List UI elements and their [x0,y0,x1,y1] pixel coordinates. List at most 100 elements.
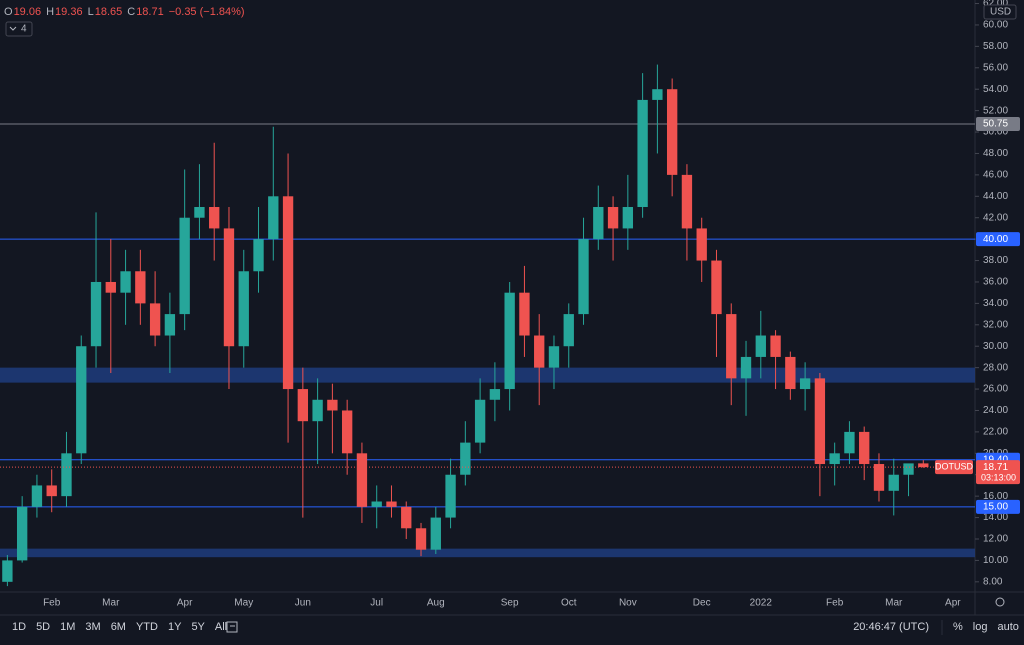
candle-body [209,207,220,229]
range-button[interactable]: 1D [12,621,26,633]
level-badge [976,499,1020,514]
candle-body [888,474,899,491]
x-tick-label: Apr [177,598,193,609]
level-badge [976,232,1020,247]
candle-body [90,281,102,347]
candle-body [504,292,515,390]
currency: USD [990,7,1011,18]
candle-body [194,207,205,218]
y-tick-label: 36.00 [983,277,1008,288]
y-tick-label: 52.00 [983,105,1008,116]
x-tick-label: Dec [693,598,711,609]
chevron-icon [9,26,17,31]
candle-body [135,271,146,304]
price-label: 18.71 [983,462,1008,473]
y-tick-label: 58.00 [983,41,1008,52]
level-label: 40.00 [983,234,1008,245]
level-badge [976,117,1020,132]
x-tick-label: Oct [561,598,577,609]
change: −0.35 (−1.84%) [169,6,245,18]
y-tick-label: 26.00 [983,384,1008,395]
ohlc-key: H [46,6,54,18]
compare-icon[interactable] [226,621,238,633]
candle-body [282,196,294,390]
clock: 20:46:47 (UTC) [853,621,929,633]
range-button[interactable]: 1Y [168,621,182,633]
candle-body [563,314,574,347]
candle-body [740,356,752,379]
range-button[interactable]: 3M [85,621,100,633]
candle-body [31,485,43,507]
range-button[interactable]: 5Y [191,621,205,633]
zone [0,548,975,558]
ohlc-value: 18.71 [136,6,164,18]
x-tick-label: Jul [370,598,383,609]
candle-body [548,346,560,368]
price-badge [976,460,1020,485]
ohlc-key: O [4,6,13,18]
y-tick-label: 28.00 [983,362,1008,373]
indicators-toggle[interactable] [5,21,33,37]
candle-body [105,281,116,293]
y-tick-label: 12.00 [983,534,1008,545]
candle-body [401,506,412,529]
x-tick-label: Mar [885,598,903,609]
y-tick-label: 48.00 [983,148,1008,159]
candle-body [253,239,264,272]
candle-body [164,314,176,336]
y-tick-label: 38.00 [983,255,1008,266]
candle-body [327,399,338,411]
candle-body [755,335,766,357]
range-button[interactable]: YTD [136,621,158,633]
y-tick-label: 32.00 [983,319,1008,330]
zone [0,367,975,383]
candle-body [445,474,456,518]
y-tick-label: 8.00 [983,576,1003,587]
y-tick-label: 44.00 [983,191,1008,202]
candle-body [770,335,781,357]
y-tick-label: 60.00 [983,20,1008,31]
ohlc-key: L [88,6,94,18]
option-button[interactable]: % [953,621,963,633]
y-tick-label: 30.00 [983,341,1008,352]
candle-body [268,196,279,240]
countdown: 03:13:00 [981,473,1016,483]
candle-body [386,501,397,507]
candle-body [179,217,190,315]
ohlc-value: 19.36 [55,6,83,18]
candle-body [238,271,249,347]
candle-body [489,389,501,400]
candle-body [312,399,323,422]
y-tick-label: 46.00 [983,170,1008,181]
candle-body [607,207,619,229]
candle-body [76,346,87,454]
candle-body [799,378,811,390]
candle-body [460,442,471,475]
candle-body [46,485,57,497]
option-button[interactable]: log [973,621,988,633]
range-button[interactable]: All [215,621,227,633]
symbol-badge [935,460,973,475]
range-button[interactable]: 6M [111,621,126,633]
range-button[interactable]: 1M [60,621,75,633]
candle-body [371,501,382,507]
candle-body [223,228,235,347]
settings-icon[interactable] [995,597,1005,607]
currency-button[interactable] [983,4,1017,20]
y-tick-label: 24.00 [983,405,1008,416]
y-tick-label: 22.00 [983,427,1008,438]
candle-body [873,464,885,491]
x-tick-label: Nov [619,598,637,609]
option-button[interactable]: auto [997,621,1018,633]
y-tick-label: 10.00 [983,555,1008,566]
x-tick-label: Apr [945,598,961,609]
candle-body [120,271,131,293]
level-label: 50.75 [983,119,1008,130]
candle-body [726,314,737,379]
candle-body [785,356,796,390]
range-button[interactable]: 5D [36,621,50,633]
level-label: 15.00 [983,502,1008,513]
candle-body [341,410,353,454]
candle-body [637,99,648,208]
